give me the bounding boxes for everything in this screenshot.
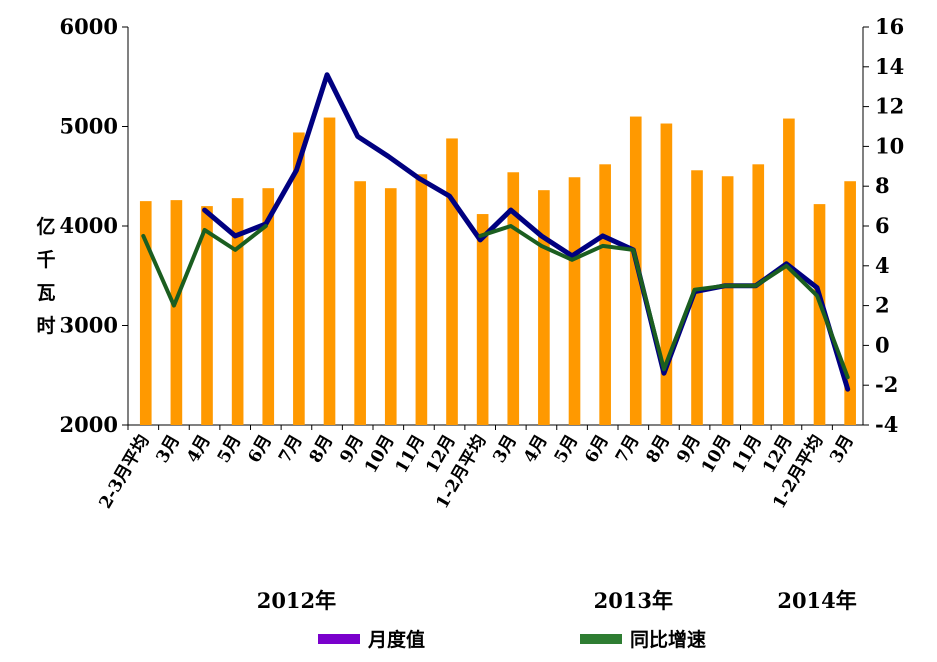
bar <box>783 118 795 425</box>
bar <box>629 116 642 426</box>
left-axis-ticks: 2000 3000 4000 5000 6000 <box>60 14 128 437</box>
bar-series <box>139 116 856 426</box>
legend-label: 同比增速 <box>630 628 706 651</box>
x-tick-label: 5月 <box>551 432 583 467</box>
right-tick-label: 8 <box>875 173 890 198</box>
left-tick-label: 4000 <box>60 213 118 238</box>
bar <box>170 200 183 425</box>
bar <box>201 206 213 425</box>
right-tick-label: 4 <box>875 253 890 278</box>
bar <box>538 190 550 425</box>
bar <box>354 181 366 425</box>
year-2013-label: 2013年 <box>594 588 673 613</box>
series-line-green <box>478 224 850 380</box>
right-tick-label: 12 <box>875 94 904 119</box>
x-tick-label: 6月 <box>244 432 276 467</box>
x-tick-label: 5月 <box>214 432 246 467</box>
series-line-green <box>141 224 268 308</box>
left-tick-label: 3000 <box>60 313 118 338</box>
year-2014-label: 2014年 <box>777 588 856 613</box>
x-tick-label: 7月 <box>612 432 644 467</box>
x-tick-label: 11月 <box>392 432 430 477</box>
bar <box>844 181 856 425</box>
right-tick-label: 2 <box>875 293 890 318</box>
x-tick-label: 3月 <box>153 432 185 467</box>
x-tick-label: 4月 <box>183 432 215 467</box>
bar <box>660 123 673 425</box>
x-tick-label: 2-3月平均 <box>95 431 154 512</box>
bar <box>691 170 703 425</box>
bar <box>323 117 336 426</box>
x-tick-label: 7月 <box>275 432 307 467</box>
y-axis-label-char: 千 <box>36 249 55 271</box>
x-tick-label: 8月 <box>306 432 338 467</box>
line-series <box>141 72 851 392</box>
x-tick-label: 3月 <box>489 432 521 467</box>
right-tick-label: 14 <box>875 54 904 79</box>
x-tick-label: 4月 <box>520 432 552 467</box>
bar <box>813 204 826 425</box>
legend-swatch <box>318 634 360 644</box>
right-tick-label: -4 <box>875 412 898 437</box>
x-tick-label: 3月 <box>826 432 858 467</box>
x-tick-label: 10月 <box>361 432 399 477</box>
bar <box>599 164 611 425</box>
left-tick-label: 5000 <box>60 114 118 139</box>
right-tick-label: 0 <box>875 332 890 357</box>
x-tick-label: 11月 <box>728 432 766 477</box>
legend-label: 月度值 <box>367 628 425 651</box>
bar <box>415 174 428 425</box>
legend-swatch <box>580 634 622 644</box>
left-tick-label: 6000 <box>60 14 118 39</box>
x-tick-label: 6月 <box>581 432 613 467</box>
bar <box>507 172 520 425</box>
bar <box>446 138 458 425</box>
right-axis-ticks: -4 -2 0 2 4 6 8 10 12 14 16 <box>863 14 904 437</box>
bar <box>139 201 152 425</box>
x-tick-label: 10月 <box>698 432 736 477</box>
right-tick-label: -2 <box>875 372 898 397</box>
bar <box>476 214 489 425</box>
x-axis-ticks: 2-3月平均3月4月5月6月7月8月9月10月11月12月1-2月平均3月4月5… <box>95 425 858 512</box>
bar <box>231 198 244 425</box>
y-axis-label-char: 时 <box>36 315 55 337</box>
year-labels: 2012年 2013年 2014年 <box>257 588 857 613</box>
right-tick-label: 6 <box>875 213 890 238</box>
right-tick-label: 10 <box>875 133 904 158</box>
legend: 月度值 同比增速 <box>318 628 706 651</box>
bar <box>293 132 305 425</box>
left-tick-label: 2000 <box>60 412 118 437</box>
bar <box>568 177 581 425</box>
x-tick-label: 8月 <box>643 432 675 467</box>
bar <box>721 176 734 425</box>
y-axis-label-char: 瓦 <box>36 282 55 304</box>
bar <box>262 188 275 425</box>
year-2012-label: 2012年 <box>257 588 336 613</box>
bar <box>384 188 397 425</box>
bar <box>752 164 765 425</box>
right-tick-label: 16 <box>875 14 904 39</box>
y-axis-label-char: 亿 <box>36 215 55 238</box>
